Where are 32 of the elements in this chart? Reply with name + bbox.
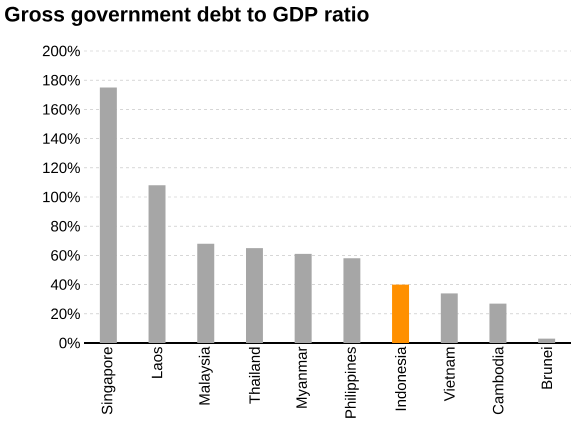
bar: [538, 338, 556, 343]
y-tick-label: 160%: [43, 104, 80, 115]
bar: [246, 248, 263, 343]
y-tick-label: 60%: [51, 250, 80, 261]
y-tick-label: 80%: [51, 220, 80, 232]
y-tick-label: 200%: [42, 46, 80, 56]
bar: [392, 284, 410, 343]
x-tick-label: Vietnam: [444, 348, 455, 402]
x-tick-label: Laos: [152, 347, 162, 378]
y-tick-label: 180%: [43, 74, 80, 86]
chart-title: Gross government debt to GDP ratio: [5, 6, 369, 26]
x-tick-label: Brunei: [541, 348, 552, 389]
y-tick-label: 100%: [43, 192, 80, 202]
bar: [343, 258, 360, 343]
y-tick-label: 0%: [59, 338, 80, 348]
y-tick-label: 40%: [50, 279, 80, 290]
x-tick-label: Cambodia: [492, 346, 504, 414]
y-tick-label: 20%: [51, 308, 80, 320]
y-tick-label: 120%: [43, 162, 80, 174]
x-tick-label: Myanmar: [296, 346, 310, 408]
bar: [440, 293, 458, 343]
x-tick-label: Thailand: [248, 348, 260, 404]
bar: [294, 254, 312, 343]
x-tick-label: Indonesia: [395, 346, 406, 410]
y-tick-label: 140%: [43, 133, 80, 144]
bar: [100, 87, 117, 343]
x-tick-label: Singapore: [101, 347, 116, 414]
x-tick-label: Malaysia: [198, 346, 213, 404]
x-tick-label: Philippines: [344, 347, 359, 418]
bar: [148, 185, 166, 343]
bar: [197, 244, 214, 343]
bar: [489, 304, 506, 343]
